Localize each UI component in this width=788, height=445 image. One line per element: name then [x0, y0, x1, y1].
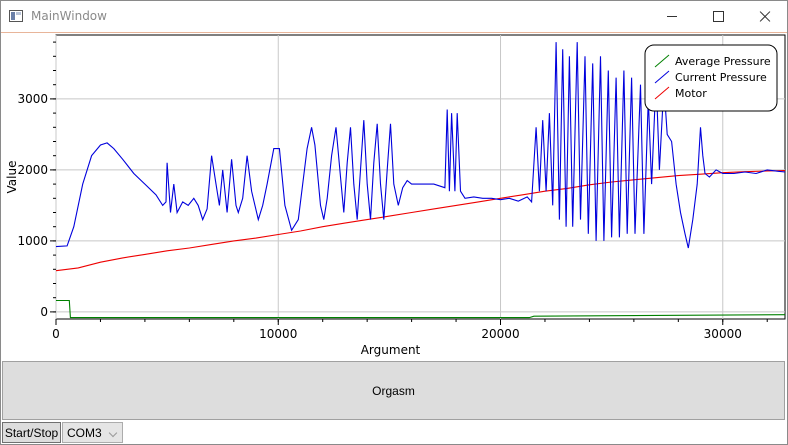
- y-tick-label: 2000: [17, 163, 48, 177]
- legend-swatch-current-pressure: [654, 70, 670, 84]
- y-tick-label: 3000: [17, 92, 48, 106]
- minimize-button[interactable]: [649, 1, 695, 32]
- x-tick-label: 30000: [704, 327, 742, 341]
- title-divider: [1, 32, 787, 33]
- com-port-value: COM3: [67, 426, 102, 440]
- legend-label-current-pressure: Current Pressure: [675, 71, 767, 84]
- series-line-current-pressure: [56, 42, 785, 249]
- legend-box: [644, 44, 778, 112]
- x-axis-label: Argument: [361, 343, 421, 357]
- x-tick-label: 20000: [481, 327, 519, 341]
- start-stop-button[interactable]: Start/Stop: [2, 422, 61, 443]
- x-tick-label: 10000: [259, 327, 297, 341]
- series-line-average-pressure: [56, 299, 785, 319]
- title-bar[interactable]: MainWindow: [1, 1, 787, 32]
- orgasm-button-label: Orgasm: [372, 383, 415, 398]
- pressure-chart: 0 10000 20000 30000 0 1000 2000 3000 Argument Val…: [1, 33, 787, 359]
- y-axis-label: Value: [5, 161, 19, 194]
- y-tick-label: 1000: [17, 234, 48, 248]
- legend-swatch-motor: [654, 86, 670, 100]
- x-tick-label: 0: [52, 327, 60, 341]
- y-tick-label: 0: [40, 305, 48, 319]
- app-window-icon: [9, 10, 23, 22]
- start-stop-label: Start/Stop: [4, 425, 59, 440]
- bottom-toolbar: Start/Stop COM3: [1, 421, 787, 444]
- series-line-motor: [56, 170, 785, 272]
- com-port-select[interactable]: COM3: [62, 422, 123, 443]
- legend-label-motor: Motor: [675, 87, 707, 100]
- chart-svg: 0 10000 20000 30000 0 1000 2000 3000 Argument Val…: [5, 34, 786, 357]
- legend-label-average-pressure: Average Pressure: [675, 55, 771, 68]
- close-button[interactable]: [741, 1, 787, 32]
- orgasm-button[interactable]: Orgasm: [2, 361, 785, 420]
- chevron-down-icon: [108, 428, 118, 438]
- legend-swatch-average-pressure: [654, 54, 670, 68]
- maximize-button[interactable]: [695, 1, 741, 32]
- window-title: MainWindow: [31, 9, 107, 23]
